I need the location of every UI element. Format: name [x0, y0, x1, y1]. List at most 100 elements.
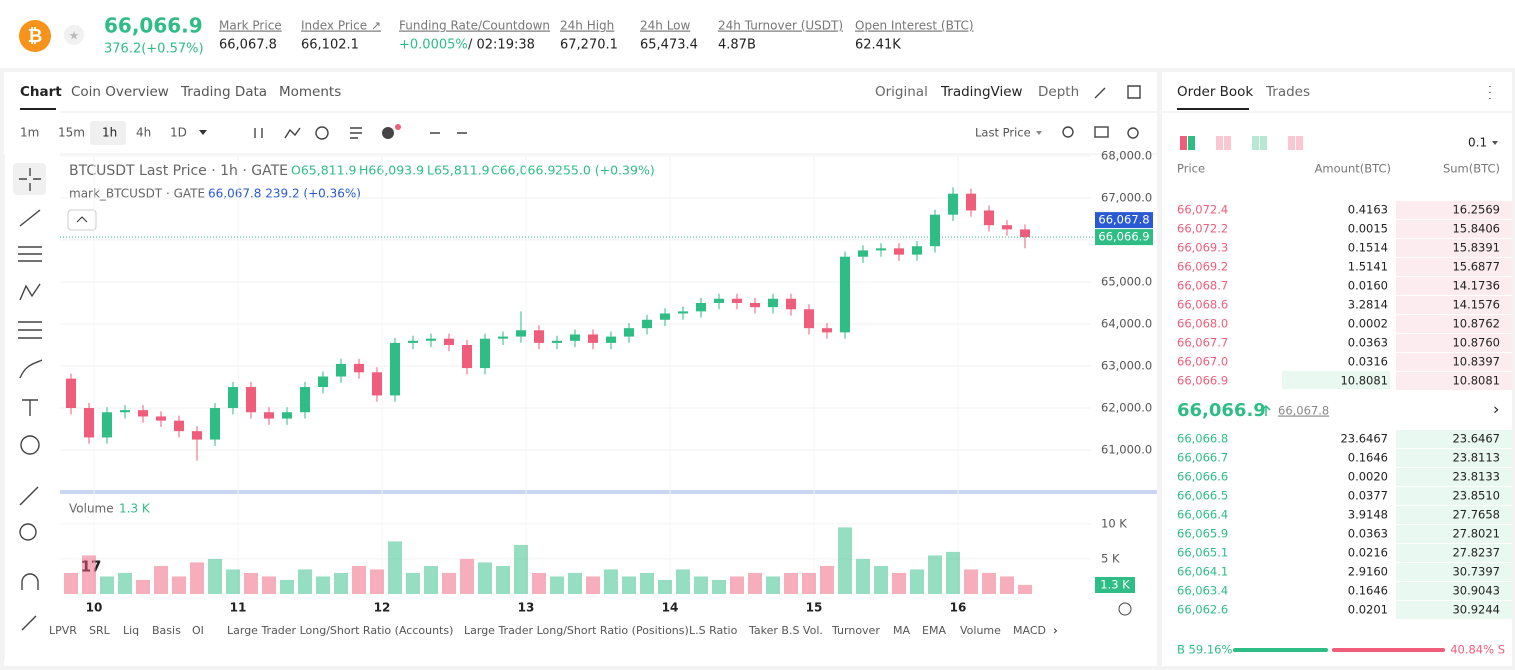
depth-bar — [1396, 430, 1512, 448]
interval[interactable]: 1h — [102, 126, 117, 140]
stat-value: 4.87B — [718, 38, 756, 53]
settings-icon[interactable] — [1118, 602, 1132, 616]
volume-bar — [658, 579, 672, 594]
ob-mode[interactable] — [1180, 136, 1187, 150]
indicator[interactable]: MA — [893, 624, 910, 637]
precision[interactable]: 0.1 — [1468, 136, 1487, 150]
ob-amount: 0.1514 — [1348, 241, 1388, 255]
indicator[interactable]: SRL — [89, 624, 111, 637]
volume-bar — [586, 576, 600, 594]
x-tick-label: 13 — [518, 601, 535, 615]
interval[interactable]: 4h — [136, 126, 151, 140]
indicator[interactable]: L.S Ratio — [689, 624, 738, 637]
tab[interactable]: Moments — [279, 84, 341, 100]
caret — [1492, 141, 1498, 145]
ob-sum: 30.9244 — [1452, 603, 1500, 617]
indicator-icon[interactable] — [382, 127, 394, 139]
candle-body — [498, 336, 508, 339]
indicator[interactable]: Liq — [123, 624, 139, 637]
collapse-button[interactable] — [67, 209, 97, 231]
indicator[interactable]: Large Trader Long/Short Ratio (Accounts) — [227, 624, 453, 637]
indicator[interactable]: OI — [192, 624, 204, 637]
ob-amount: 0.0363 — [1348, 336, 1388, 350]
indicator[interactable]: MACD — [1013, 624, 1046, 637]
interval[interactable]: 1D — [170, 126, 187, 140]
y-tick-label: 61,000.0 — [1101, 443, 1152, 457]
ob-mode[interactable] — [1260, 136, 1267, 150]
ob-price: 66,063.4 — [1177, 584, 1228, 598]
depth-bar — [1396, 487, 1512, 505]
volume-bar — [442, 572, 456, 594]
volume-bar — [982, 572, 996, 594]
ob-tab[interactable]: Order Book — [1177, 84, 1253, 100]
scroll-arrow[interactable]: › — [1053, 624, 1058, 638]
ob-price: 66,068.6 — [1177, 298, 1228, 312]
volume-bar — [892, 572, 906, 594]
ob-mode[interactable] — [1288, 136, 1295, 150]
price-type[interactable]: Last Price — [975, 126, 1031, 140]
ob-mode[interactable] — [1224, 136, 1231, 150]
tab[interactable]: Coin Overview — [71, 84, 169, 100]
interval[interactable]: 15m — [58, 126, 85, 140]
candle-body — [66, 378, 76, 409]
candle-body — [444, 338, 454, 345]
indicator[interactable]: Volume — [960, 624, 1001, 637]
indicator[interactable]: EMA — [922, 624, 946, 637]
chevron-right[interactable]: › — [1493, 400, 1499, 419]
volume-bar — [262, 576, 276, 594]
volume-bar — [424, 565, 438, 594]
stat-value: 66,102.1 — [301, 38, 359, 53]
ob-mode[interactable] — [1188, 136, 1195, 150]
stat-label: Funding Rate/Countdown — [399, 19, 550, 33]
candle-body — [840, 256, 850, 333]
stat-value: 65,473.4 — [640, 38, 698, 53]
indicator[interactable]: LPVR — [49, 624, 77, 637]
ob-amount: 0.0201 — [1348, 603, 1388, 617]
candle-body — [192, 431, 202, 440]
depth-bar — [1396, 544, 1512, 562]
indicator[interactable]: Turnover — [831, 624, 880, 637]
ob-tab[interactable]: Trades — [1265, 84, 1310, 100]
view-tab[interactable]: Original — [875, 84, 928, 100]
candle-body — [174, 420, 184, 432]
volume-bar — [784, 572, 798, 594]
candle-body — [948, 193, 958, 215]
volume-bar — [946, 551, 960, 594]
volume-bar — [748, 572, 762, 594]
depth-bar — [1396, 315, 1512, 333]
depth-bar — [1396, 506, 1512, 524]
volume-bar — [550, 576, 564, 594]
ob-amount: 2.9160 — [1348, 565, 1388, 579]
candle-body — [138, 410, 148, 417]
volume-bar — [82, 555, 96, 594]
ob-sum: 10.8081 — [1452, 374, 1500, 388]
candle-body — [156, 416, 166, 421]
volume-tag — [1095, 577, 1135, 593]
indicator[interactable]: Large Trader Long/Short Ratio (Positions… — [464, 624, 689, 637]
candle-body — [120, 410, 130, 413]
favorite[interactable] — [64, 25, 84, 45]
view-tab[interactable]: TradingView — [940, 84, 1023, 100]
ob-mode[interactable] — [1252, 136, 1259, 150]
indicator[interactable]: Taker B.S Vol. — [748, 624, 823, 637]
tab[interactable]: Trading Data — [180, 84, 267, 100]
ob-amount: 0.0002 — [1348, 317, 1388, 331]
interval[interactable]: 1m — [20, 126, 39, 140]
candle-body — [588, 334, 598, 343]
stat-label: Open Interest (BTC) — [855, 19, 974, 33]
star: ★ — [69, 29, 80, 43]
volume-bar — [64, 572, 78, 594]
candle-body — [210, 408, 220, 440]
x-tick-label: 12 — [374, 601, 391, 615]
ob-mode[interactable] — [1216, 136, 1223, 150]
candle-body — [750, 302, 760, 308]
legend-ohlc: L65,811.9 — [427, 163, 490, 178]
ob-mode[interactable] — [1296, 136, 1303, 150]
volume-bar — [136, 579, 150, 594]
view-tab[interactable]: Depth — [1038, 84, 1079, 100]
tab[interactable]: Chart — [20, 84, 62, 100]
ob-amount: 0.4163 — [1348, 203, 1388, 217]
ob-amount: 0.0316 — [1348, 355, 1388, 369]
indicator[interactable]: Basis — [152, 624, 181, 637]
